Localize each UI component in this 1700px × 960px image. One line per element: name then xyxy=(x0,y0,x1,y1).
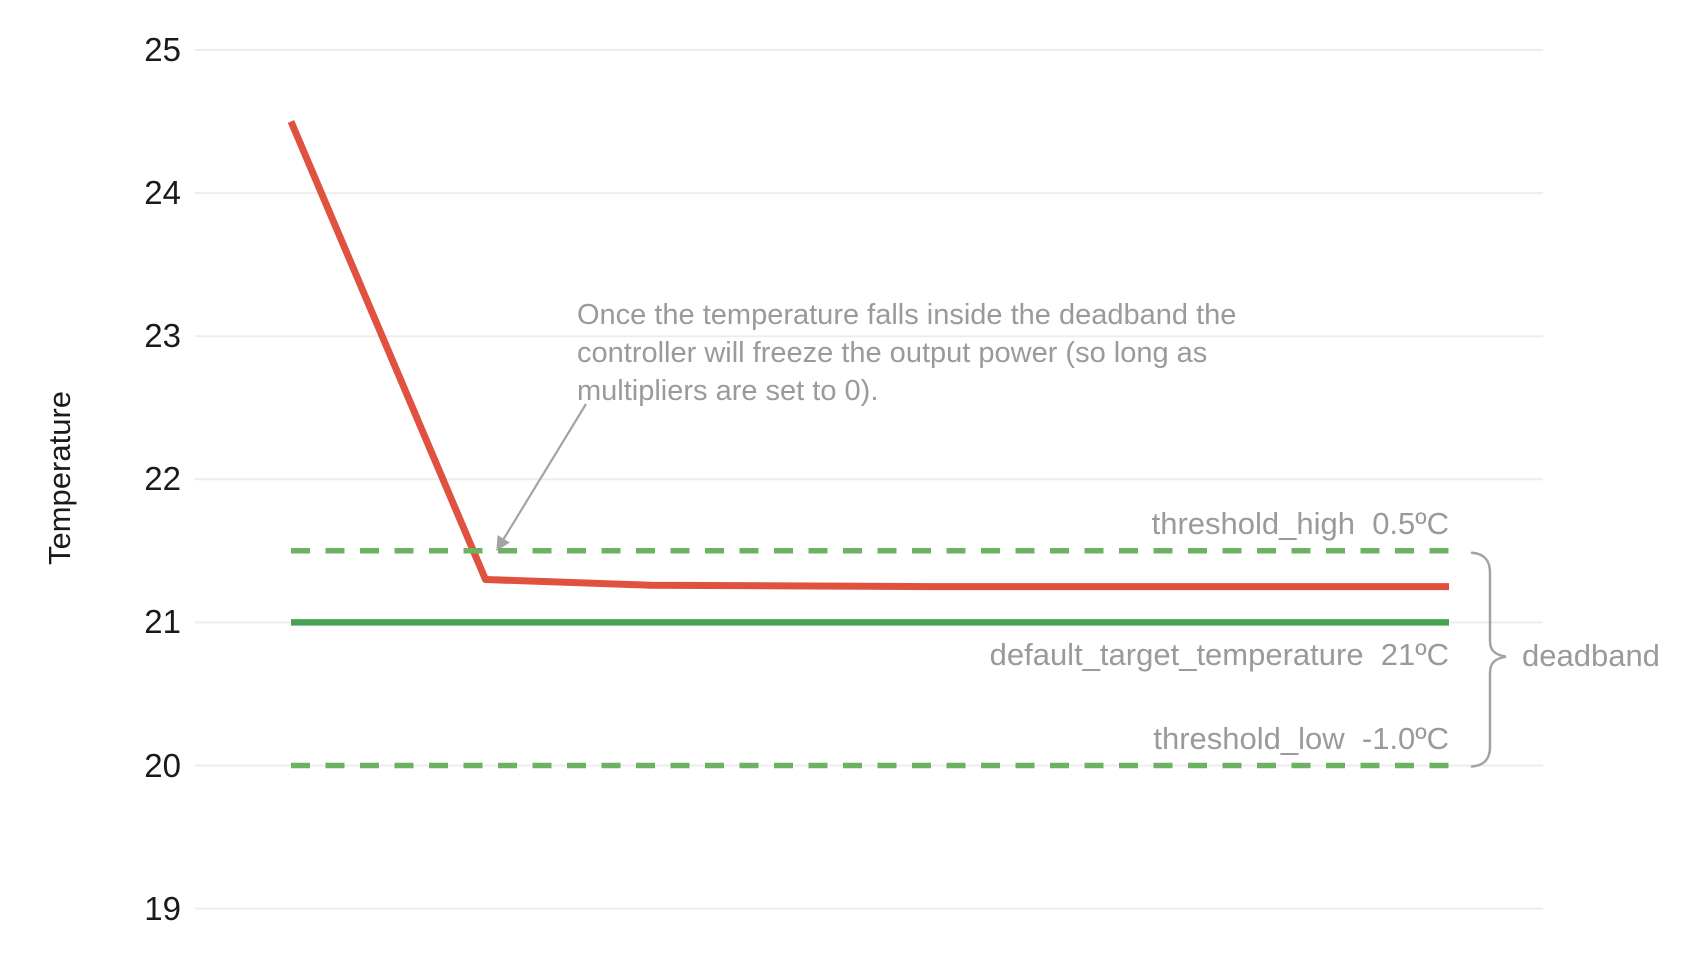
threshold-high-label: threshold_high 0.5ºC xyxy=(1151,506,1449,541)
deadband-label: deadband xyxy=(1522,638,1660,673)
y-tick-label-21: 21 xyxy=(144,603,181,640)
default-target-temperature-label: default_target_temperature 21ºC xyxy=(989,637,1449,672)
deadband-brace xyxy=(1470,551,1507,768)
y-tick-label-24: 24 xyxy=(144,174,181,211)
annotation-line: Once the temperature falls inside the de… xyxy=(577,299,1237,331)
y-tick-label-23: 23 xyxy=(144,317,181,354)
threshold-low-label: threshold_low -1.0ºC xyxy=(1153,721,1449,756)
annotation-text: Once the temperature falls inside the de… xyxy=(577,296,1236,410)
y-tick-label-20: 20 xyxy=(144,747,181,784)
y-tick-label-22: 22 xyxy=(144,460,181,497)
annotation-line: multipliers are set to 0). xyxy=(577,375,879,407)
series-temperature xyxy=(287,120,1449,591)
y-tick-label-25: 25 xyxy=(144,31,181,68)
annotation-arrow xyxy=(496,403,587,551)
y-tick-label-19: 19 xyxy=(144,890,181,927)
annotation-line: controller will freeze the output power … xyxy=(577,337,1208,369)
